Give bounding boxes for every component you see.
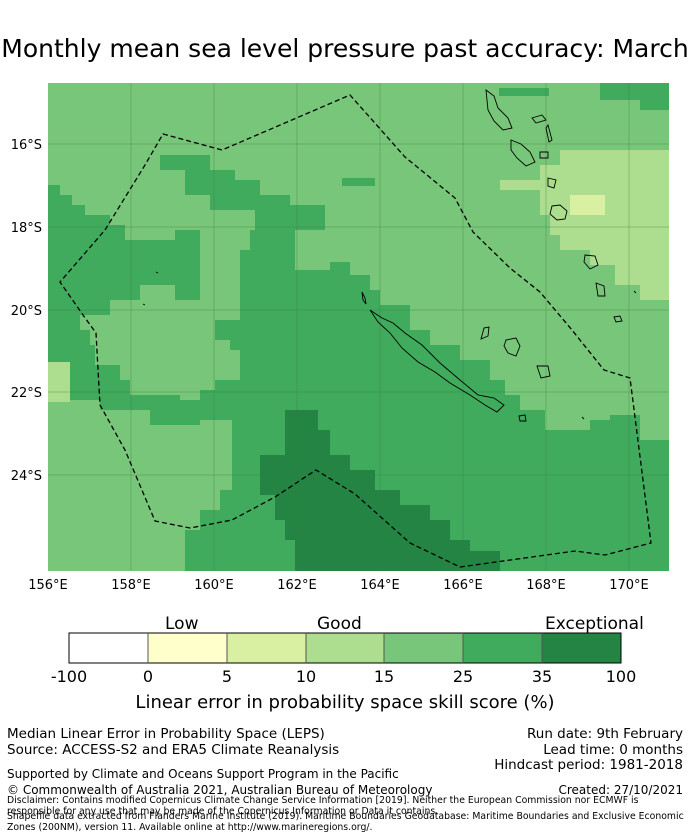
footer-copyright: © Commonwealth of Australia 2021, Austra… xyxy=(7,783,433,797)
footer-shapefile: Shapefile data extracted from Flanders M… xyxy=(7,811,684,833)
erromango-coast xyxy=(583,254,599,270)
coastlines xyxy=(142,89,637,422)
colorbar-swatch xyxy=(227,633,306,663)
eez-boundary xyxy=(59,94,652,568)
lon-label: 166°E xyxy=(443,578,483,593)
colorbar-swatch xyxy=(542,633,621,663)
colorbar-swatch xyxy=(463,633,542,663)
colorbar xyxy=(68,632,622,664)
field-patch-west-pale xyxy=(48,362,70,402)
colorbar-swatch xyxy=(306,633,384,663)
colorbar-tick: 35 xyxy=(531,667,553,686)
isle-of-pines xyxy=(518,414,527,422)
lat-label: 20°S xyxy=(11,304,42,319)
gridlines xyxy=(48,83,669,571)
belep-coast xyxy=(361,291,367,305)
ambrym-coast xyxy=(539,151,549,159)
page-title: Monthly mean sea level pressure past acc… xyxy=(1,34,689,63)
lat-label: 22°S xyxy=(11,386,42,401)
lon-label: 156°E xyxy=(28,578,68,593)
field-region-25-35-west xyxy=(48,185,200,340)
epi-coast xyxy=(547,177,557,189)
field-patch-north xyxy=(499,88,549,96)
colorbar-title: Linear error in probability space skill … xyxy=(135,692,555,713)
new-caledonia-coast xyxy=(369,309,505,413)
mare-coast xyxy=(536,365,551,379)
lifou-coast xyxy=(503,337,521,357)
small-islet-1 xyxy=(155,271,159,274)
colorbar-swatch xyxy=(384,633,463,663)
field-region-25-35-east xyxy=(600,83,669,110)
colorbar-tick: 25 xyxy=(452,667,474,686)
lat-label: 24°S xyxy=(11,469,42,484)
lon-label: 170°E xyxy=(609,578,649,593)
lon-label: 162°E xyxy=(277,578,317,593)
footer-disclaimer: Disclaimer: Contains modified Copernicus… xyxy=(7,795,639,817)
lon-label: 164°E xyxy=(360,578,400,593)
footer-source: Source: ACCESS-S2 and ERA5 Climate Reana… xyxy=(7,742,340,758)
pentecost-coast xyxy=(545,123,553,143)
lat-label: 18°S xyxy=(11,221,42,236)
small-islet-2 xyxy=(142,303,146,306)
colorbar-swatch xyxy=(69,633,148,663)
lon-label: 160°E xyxy=(194,578,234,593)
efate-coast xyxy=(549,204,568,221)
lon-label: 168°E xyxy=(526,578,566,593)
ambae-coast xyxy=(531,114,547,124)
aneityum-coast xyxy=(613,315,623,323)
field-region-35-100 xyxy=(260,410,500,571)
colorbar-label-exceptional: Exceptional xyxy=(545,614,644,634)
colorbar-label-good: Good xyxy=(317,614,362,634)
espiritu-santo-coast xyxy=(485,89,513,131)
colorbar-tick: 5 xyxy=(221,667,233,686)
footer-run-date: Run date: 9th February xyxy=(526,726,683,742)
malekula-coast xyxy=(510,139,536,167)
colorbar-tick: 15 xyxy=(373,667,395,686)
small-islet-4 xyxy=(581,416,585,420)
lon-label: 158°E xyxy=(111,578,151,593)
ouvea-coast xyxy=(480,326,490,340)
footer-hindcast-period: Hindcast period: 1981-2018 xyxy=(494,757,683,773)
field-patch-5-10 xyxy=(570,195,605,215)
footer-lead-time: Lead time: 0 months xyxy=(543,742,683,758)
tanna-coast xyxy=(595,282,606,297)
colorbar-tick: 100 xyxy=(605,667,637,686)
colorbar-label-low: Low xyxy=(165,614,199,634)
footer-method: Median Linear Error in Probability Space… xyxy=(7,726,325,742)
footer-created: Created: 27/10/2021 xyxy=(558,783,683,797)
colorbar-tick: 0 xyxy=(142,667,154,686)
colorbar-tick: 10 xyxy=(295,667,317,686)
small-islet-3 xyxy=(633,290,637,294)
footer-support: Supported by Climate and Oceans Support … xyxy=(7,767,399,781)
colorbar-swatch xyxy=(148,633,227,663)
colorbar-tick: -100 xyxy=(50,667,88,686)
lat-label: 16°S xyxy=(11,138,42,153)
colorbar-outline xyxy=(68,632,622,664)
field-patch-small xyxy=(342,178,375,186)
field-region-10-15-east xyxy=(500,150,669,300)
